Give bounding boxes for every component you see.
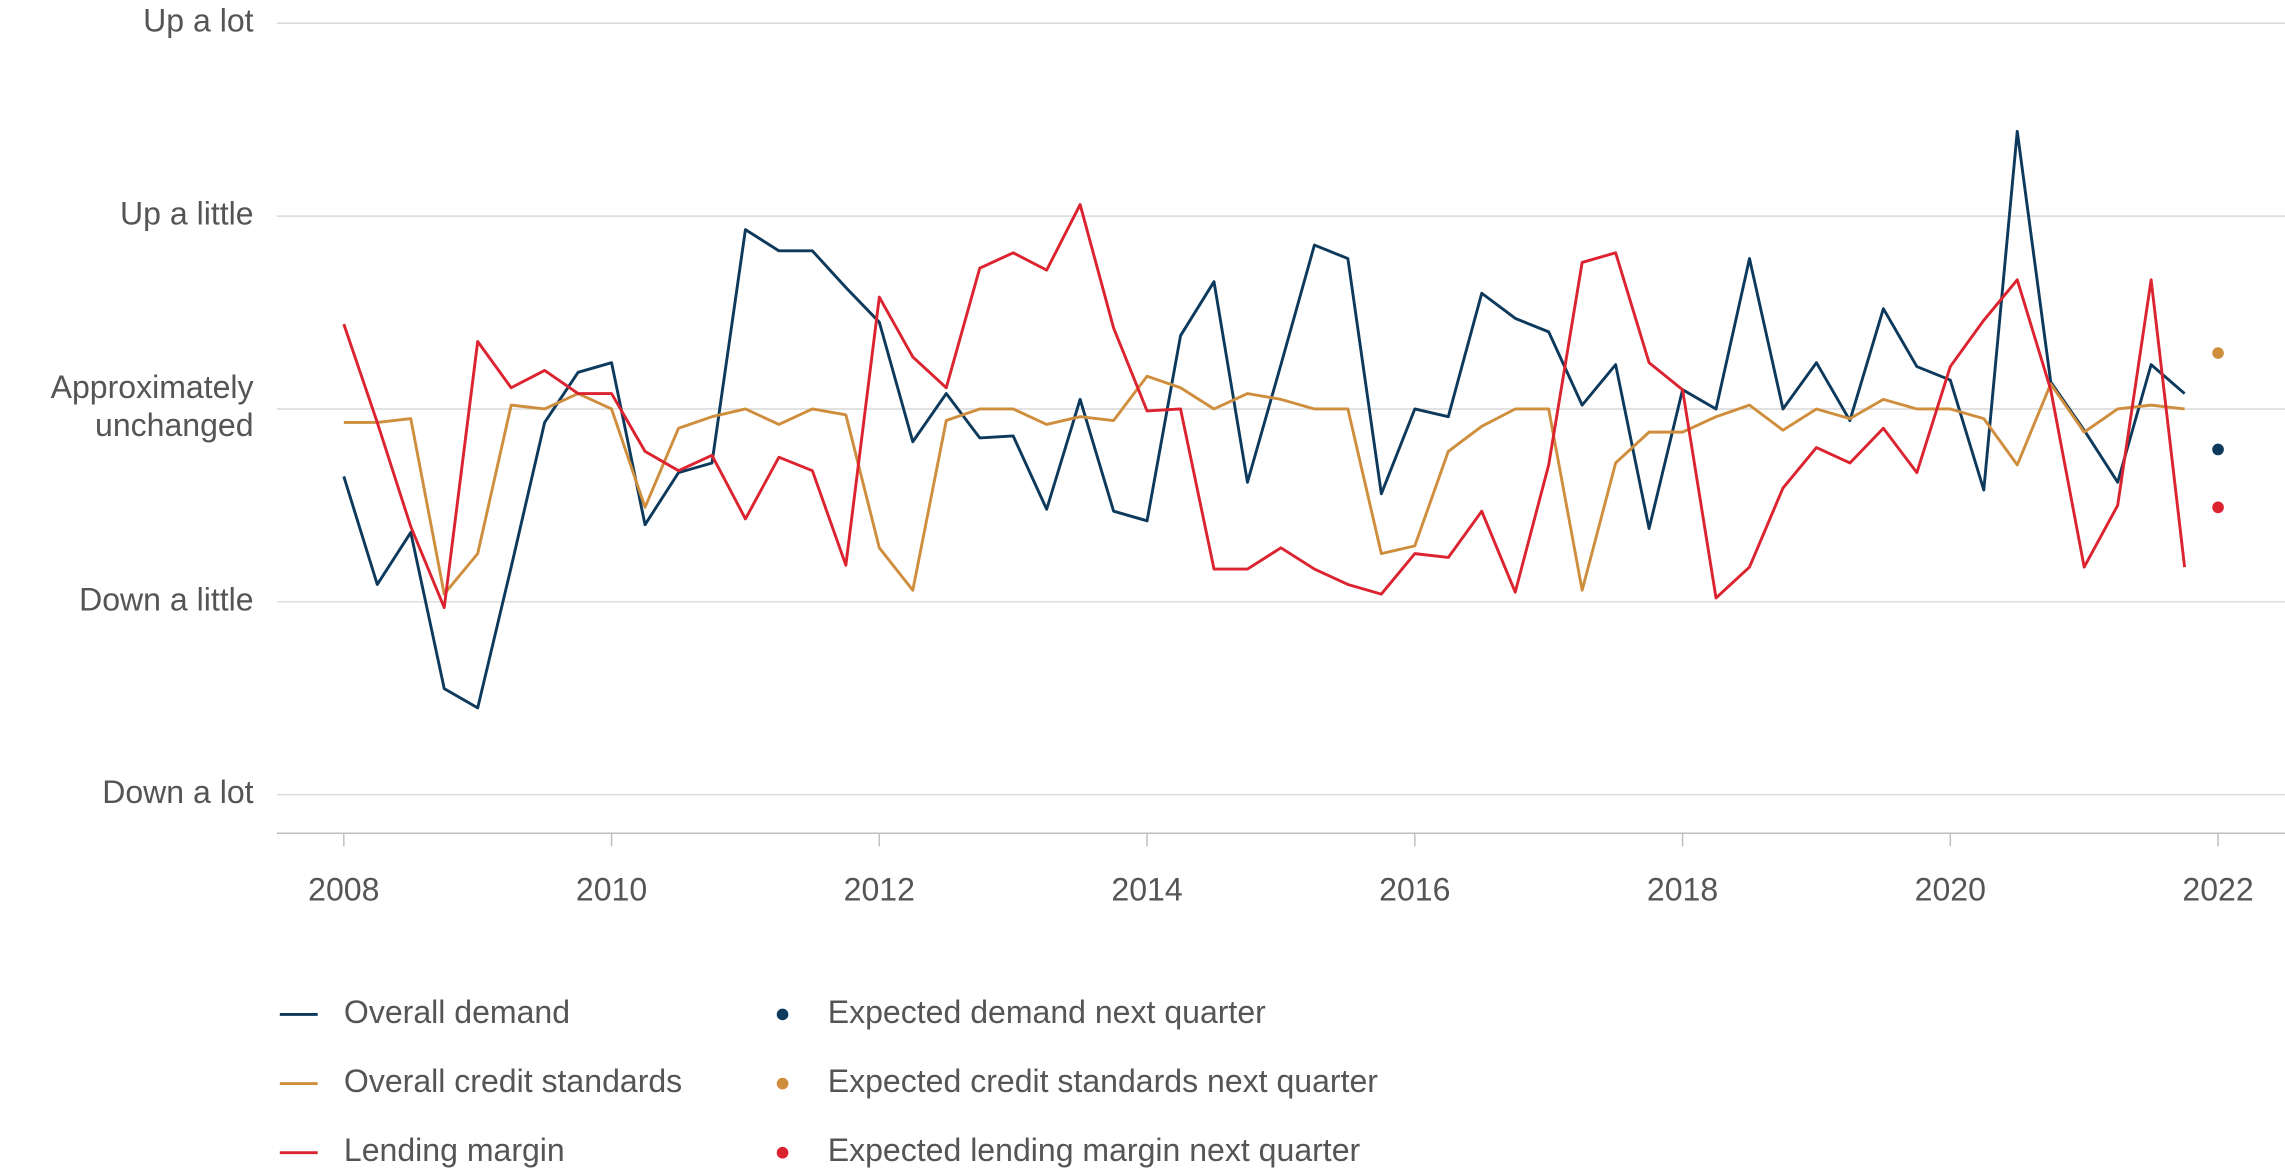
y-tick-label: Down a lot [102,774,253,810]
legend-label: Overall credit standards [344,1063,682,1099]
x-tick-label: 2014 [1111,872,1182,908]
x-tick-label: 2012 [844,872,915,908]
x-tick-label: 2022 [2182,872,2253,908]
x-tick-label: 2020 [1915,872,1986,908]
legend-swatch [776,1077,789,1090]
legend-label: Expected demand next quarter [828,994,1266,1030]
expected-point [2212,501,2224,514]
x-tick-label: 2010 [576,872,647,908]
legend-label: Lending margin [344,1132,565,1168]
series-line [342,203,2187,610]
legend-label: Overall demand [344,994,570,1030]
y-tick-label: Up a little [120,196,254,232]
x-tick-label: 2008 [308,872,379,908]
legend-swatch [776,1008,789,1021]
x-tick-label: 2016 [1379,872,1450,908]
y-tick-label: Approximately unchanged [51,370,254,444]
series-line [343,374,2185,596]
expected-point [2212,443,2224,456]
x-tick-label: 2018 [1647,872,1718,908]
expected-point [2212,347,2224,359]
legend-label: Expected credit standards next quarter [828,1063,1379,1099]
series-line [342,129,2186,710]
y-tick-label: Up a lot [143,3,254,39]
y-tick-label: Down a little [79,581,253,617]
legend-swatch [776,1146,789,1159]
legend-label: Expected lending margin next quarter [828,1132,1361,1168]
